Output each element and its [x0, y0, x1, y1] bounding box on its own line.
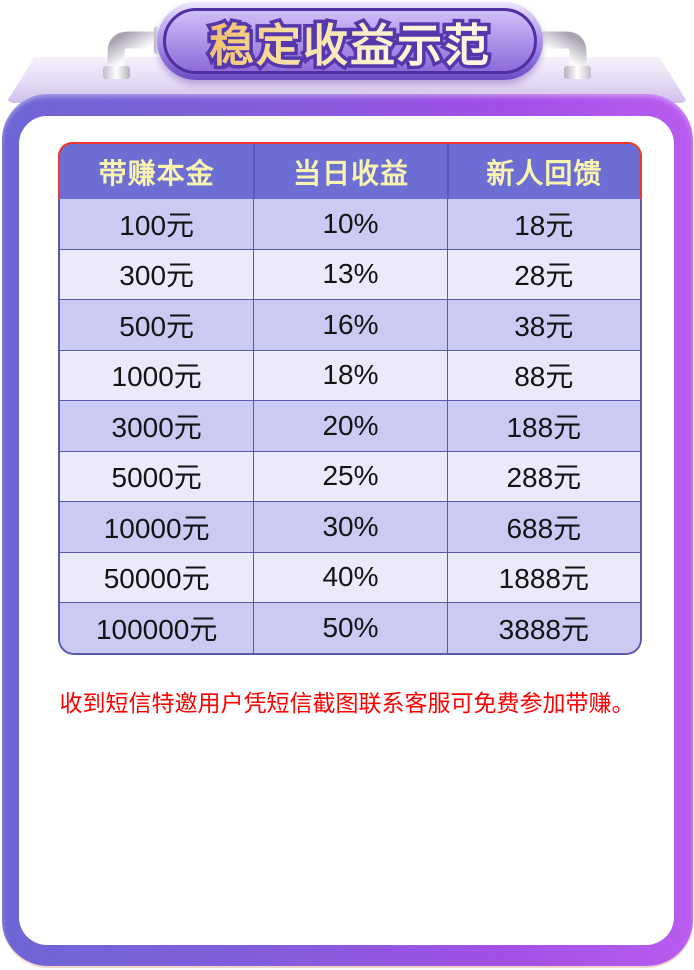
table-cell: 500元: [119, 310, 195, 342]
table-cell: 688元: [446, 502, 640, 552]
title-banner: 稳定收益示范 稳定收益示范: [157, 2, 543, 80]
table-cell: 40%: [253, 552, 446, 602]
table-cell: 13%: [253, 249, 446, 299]
table-cell: 10%: [253, 199, 446, 249]
table-cell: 18%: [253, 350, 446, 400]
table-row: 100000元 50% 3888元: [60, 602, 640, 653]
table-cell: 30%: [253, 502, 446, 552]
table-cell: 1000元: [111, 361, 202, 393]
table-cell: 50000元: [103, 563, 210, 595]
table-cell: 3888元: [446, 603, 640, 653]
table-cell: 5000元: [111, 462, 202, 494]
table-cell: 3000元: [111, 411, 202, 443]
table-cell: 28元: [446, 249, 640, 299]
table-row: 10000元 30% 688元: [60, 501, 640, 552]
table-cell: 100元: [119, 209, 195, 241]
table-row: 5000元 25% 288元: [60, 450, 640, 501]
page-title: 稳定收益示范: [166, 11, 534, 71]
column-header: 新人回馈: [446, 144, 640, 199]
title-banner-inner: 稳定收益示范 稳定收益示范: [163, 8, 537, 74]
income-table: 带赚本金 当日收益 新人回馈 100元 10% 18元 300元 13% 28元 500元 16%…: [58, 142, 642, 655]
table-body: 100元 10% 18元 300元 13% 28元 500元 16% 38元 1000元 18% 88…: [58, 199, 642, 655]
table-cell: 10000元: [103, 512, 210, 544]
table-header-row: 带赚本金 当日收益 新人回馈: [58, 142, 642, 199]
table-row: 50000元 40% 1888元: [60, 551, 640, 602]
table-cell: 1888元: [446, 552, 640, 602]
sms-invite-notice: 收到短信特邀用户凭短信截图联系客服可免费参加带赚。: [59, 690, 635, 716]
table-cell: 88元: [446, 350, 640, 400]
table-cell: 300元: [119, 260, 195, 292]
page-title-outline: 稳定收益示范: [166, 11, 534, 74]
table-cell: 50%: [253, 603, 446, 653]
table-cell: 25%: [253, 451, 446, 501]
table-cell: 188元: [446, 401, 640, 451]
table-cell: 288元: [446, 451, 640, 501]
column-header: 当日收益: [253, 144, 446, 199]
table-row: 100元 10% 18元: [60, 199, 640, 249]
table-row: 500元 16% 38元: [60, 299, 640, 350]
table-cell: 38元: [446, 300, 640, 350]
table-row: 1000元 18% 88元: [60, 349, 640, 400]
column-header: 带赚本金: [98, 157, 215, 189]
table-cell: 20%: [253, 401, 446, 451]
table-row: 300元 13% 28元: [60, 248, 640, 299]
table-row: 3000元 20% 188元: [60, 400, 640, 451]
table-cell: 18元: [446, 199, 640, 249]
table-cell: 16%: [253, 300, 446, 350]
table-cell: 100000元: [95, 613, 218, 645]
